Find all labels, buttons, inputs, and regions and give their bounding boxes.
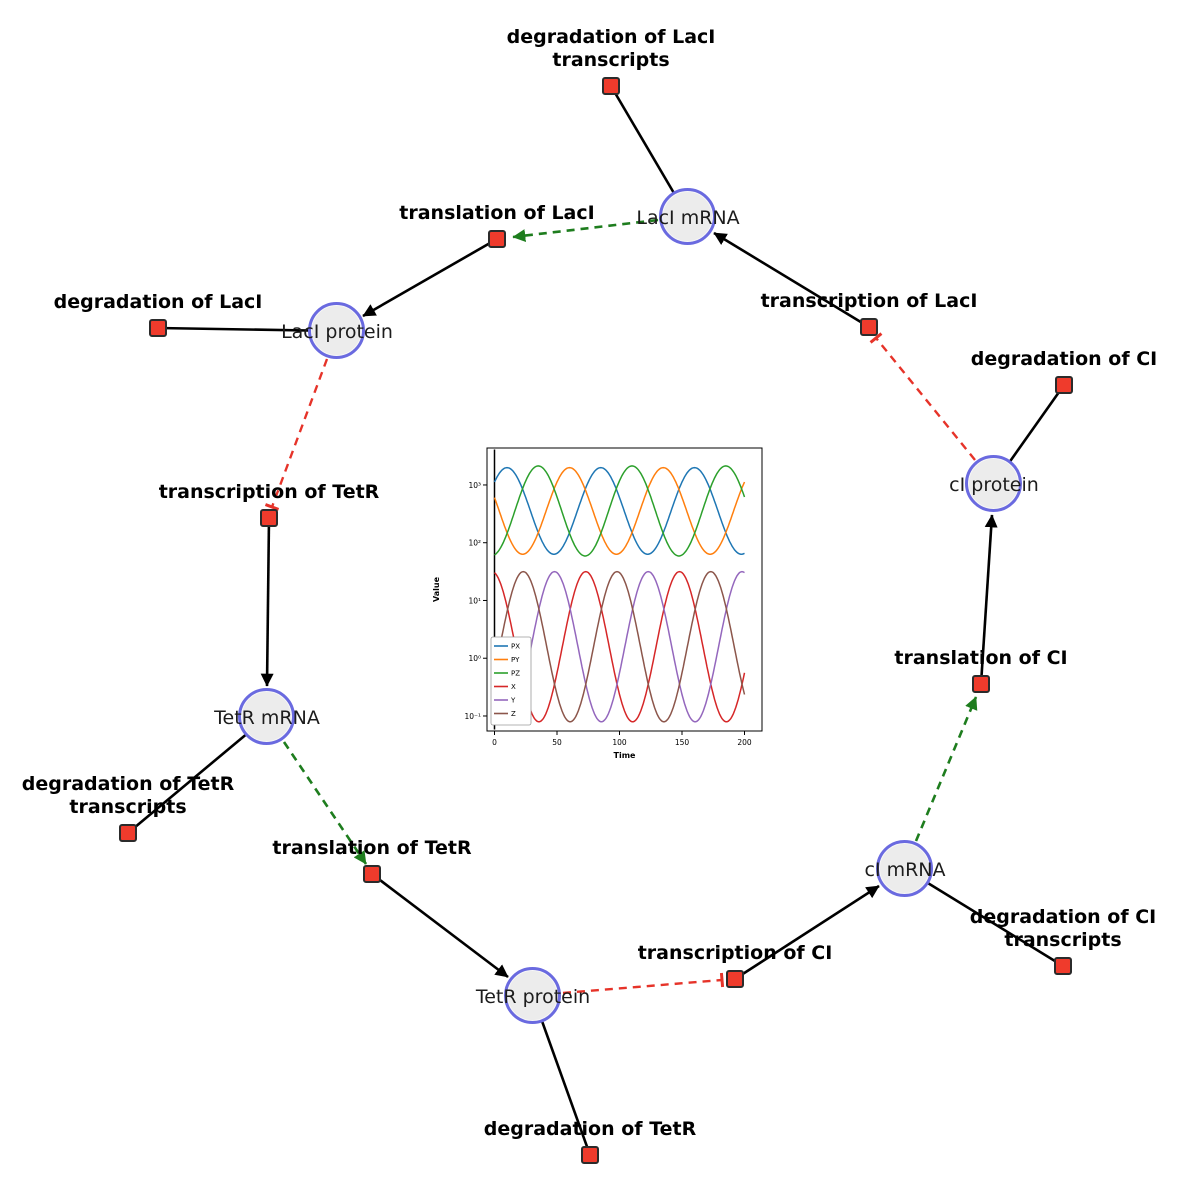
- reaction-square-degradation-of-laci[interactable]: [149, 319, 167, 337]
- species-label-laci-protein: LacI protein: [281, 321, 393, 343]
- reaction-label: degradation of LacI transcripts: [506, 25, 716, 72]
- species-label-tetr-mrna: TetR mRNA: [214, 707, 320, 729]
- reaction-square-translation-of-tetr[interactable]: [363, 865, 381, 883]
- svg-text:PZ: PZ: [511, 670, 520, 678]
- edge-transcription-of-laci-to-laci-mrna: [713, 231, 870, 329]
- reaction-square-translation-of-laci[interactable]: [488, 230, 506, 248]
- species-label-ci-mrna: cI mRNA: [864, 859, 946, 881]
- reaction-label: translation of TetR: [272, 837, 472, 860]
- svg-text:PX: PX: [511, 643, 520, 651]
- reaction-square-transcription-of-ci[interactable]: [726, 970, 744, 988]
- edge-tetr-mrna-to-degradation-of-tetr-transcripts: [127, 716, 268, 834]
- svg-text:0: 0: [492, 738, 497, 747]
- svg-text:150: 150: [675, 738, 690, 747]
- svg-text:PY: PY: [511, 656, 520, 664]
- edge-ci-mrna-modifies-translation-of-ci: [914, 696, 978, 842]
- svg-text:Value: Value: [432, 576, 441, 602]
- svg-text:10⁻¹: 10⁻¹: [464, 712, 481, 721]
- reaction-label: transcription of LacI: [760, 290, 978, 313]
- species-circle-tetr-protein[interactable]: [504, 967, 561, 1024]
- svg-text:Time: Time: [614, 751, 637, 760]
- reaction-square-degradation-of-ci-transcripts[interactable]: [1054, 957, 1072, 975]
- svg-text:10²: 10²: [468, 539, 481, 548]
- reaction-square-degradation-of-tetr-transcripts[interactable]: [119, 824, 137, 842]
- edge-ci-protein-inhibits-transcription-of-laci: [869, 332, 976, 461]
- svg-text:Y: Y: [510, 697, 516, 705]
- reaction-label: degradation of CI: [970, 348, 1158, 371]
- edge-laci-protein-inhibits-transcription-of-tetr: [264, 358, 329, 511]
- svg-text:Z: Z: [511, 710, 516, 718]
- edge-tetr-mrna-modifies-translation-of-tetr: [282, 741, 368, 865]
- reaction-label: degradation of LacI: [53, 291, 263, 314]
- reaction-square-degradation-of-ci[interactable]: [1055, 376, 1073, 394]
- timecourse-plot: 0 50 100 150 200 10⁻¹ 10⁰ 10¹ 10² 10³ Time Value PX P…: [432, 447, 763, 760]
- species-label-tetr-protein: TetR protein: [475, 986, 591, 1008]
- edge-laci-mrna-modifies-translation-of-laci: [512, 218, 659, 243]
- reaction-label: degradation of TetR: [483, 1118, 697, 1141]
- species-circle-ci-mrna[interactable]: [876, 840, 933, 897]
- svg-text:100: 100: [612, 738, 627, 747]
- reaction-square-translation-of-ci[interactable]: [972, 675, 990, 693]
- reaction-square-degradation-of-tetr[interactable]: [581, 1146, 599, 1164]
- reaction-square-degradation-of-laci-transcripts[interactable]: [602, 77, 620, 95]
- species-circle-laci-mrna[interactable]: [659, 188, 716, 245]
- reaction-square-transcription-of-laci[interactable]: [860, 318, 878, 336]
- edge-transcription-of-ci-to-ci-mrna: [734, 884, 880, 981]
- species-circle-ci-protein[interactable]: [965, 455, 1022, 512]
- species-label-ci-protein: cI protein: [949, 474, 1039, 496]
- edge-tetr-protein-inhibits-transcription-of-ci: [562, 972, 725, 995]
- reaction-label: transcription of TetR: [158, 481, 380, 504]
- species-circle-tetr-mrna[interactable]: [238, 688, 295, 745]
- reaction-square-transcription-of-tetr[interactable]: [260, 509, 278, 527]
- species-circle-laci-protein[interactable]: [308, 302, 365, 359]
- svg-text:X: X: [511, 683, 516, 691]
- reaction-label: transcription of CI: [637, 942, 833, 965]
- edge-ci-mrna-to-degradation-of-ci-transcripts: [904, 867, 1064, 968]
- reaction-label: translation of CI: [894, 647, 1068, 670]
- reaction-label: degradation of CI transcripts: [969, 905, 1157, 952]
- edge-transcription-of-tetr-to-tetr-mrna: [260, 517, 274, 687]
- reaction-label: translation of LacI: [399, 202, 595, 225]
- svg-text:50: 50: [552, 738, 562, 747]
- svg-text:10¹: 10¹: [468, 596, 481, 605]
- edge-translation-of-tetr-to-tetr-protein: [371, 872, 509, 979]
- svg-text:10³: 10³: [468, 481, 481, 490]
- edge-translation-of-laci-to-laci-protein: [362, 237, 498, 318]
- reaction-label: degradation of TetR transcripts: [21, 772, 235, 819]
- edge-translation-of-ci-to-ci-protein: [979, 514, 998, 685]
- edge-laci-protein-to-degradation-of-laci: [157, 326, 338, 333]
- species-label-laci-mrna: LacI mRNA: [636, 207, 740, 229]
- edge-tetr-protein-to-degradation-of-tetr: [531, 995, 592, 1156]
- svg-text:10⁰: 10⁰: [468, 654, 481, 663]
- inset-chart: 0 50 100 150 200 10⁻¹ 10⁰ 10¹ 10² 10³ Time Value PX P…: [425, 440, 770, 765]
- svg-text:200: 200: [737, 738, 752, 747]
